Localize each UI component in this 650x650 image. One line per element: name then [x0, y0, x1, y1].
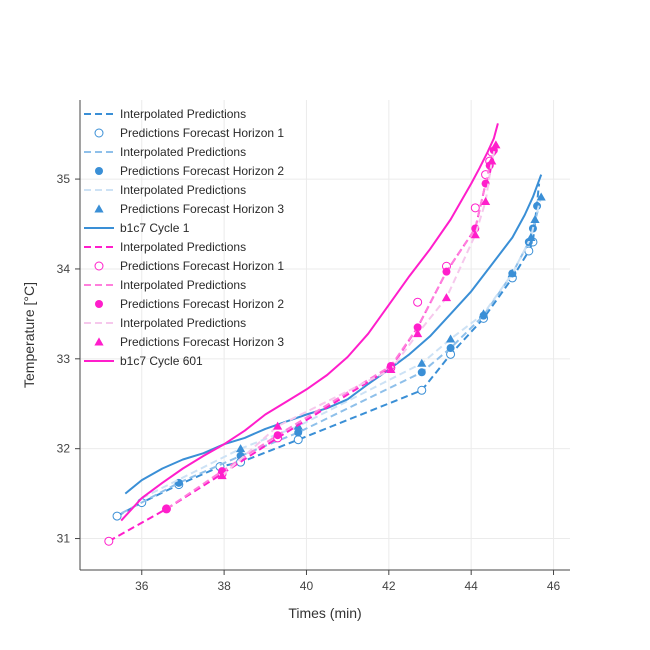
data-point — [526, 232, 536, 241]
legend-item-4: Interpolated Predictions — [84, 183, 246, 197]
series-12 — [217, 140, 501, 480]
data-point — [445, 334, 456, 343]
legend: Interpolated Predictions Predictions Fore… — [84, 107, 284, 368]
legend-label: Interpolated Predictions — [120, 278, 246, 292]
x-tick-label: 40 — [300, 579, 314, 593]
legend-item-10: Predictions Forecast Horizon 2 — [95, 297, 284, 311]
data-point — [104, 536, 114, 546]
axes-layer: 36 38 40 42 44 46 31 32 33 34 35 — [57, 100, 570, 593]
series-13 — [120, 123, 499, 522]
data-point — [413, 329, 423, 338]
series-line — [141, 196, 543, 499]
data-layer — [104, 123, 546, 546]
data-point — [273, 421, 283, 430]
data-point — [491, 140, 501, 149]
legend-label: Interpolated Predictions — [120, 107, 246, 121]
data-point — [536, 192, 546, 201]
series-line — [165, 150, 495, 510]
data-point — [217, 471, 227, 480]
data-point — [273, 431, 282, 440]
legend-label: b1c7 Cycle 601 — [120, 354, 203, 368]
data-point — [112, 511, 122, 521]
data-point — [417, 385, 427, 395]
data-point — [413, 297, 423, 307]
series-line — [124, 174, 543, 495]
legend-item-7: Interpolated Predictions — [84, 240, 246, 254]
y-tick-label: 35 — [57, 172, 71, 186]
legend-label: Interpolated Predictions — [120, 145, 246, 159]
data-point — [413, 323, 422, 332]
data-point — [293, 435, 303, 445]
legend-swatch — [95, 300, 103, 308]
legend-label: Interpolated Predictions — [120, 240, 246, 254]
legend-item-12: Predictions Forecast Horizon 3 — [94, 335, 284, 349]
y-tick-label: 34 — [57, 262, 71, 276]
x-tick-label: 42 — [382, 579, 396, 593]
legend-swatch — [94, 128, 104, 138]
legend-label: Interpolated Predictions — [120, 183, 246, 197]
data-point — [470, 230, 480, 239]
legend-item-13: b1c7 Cycle 601 — [84, 354, 203, 368]
series-4 — [141, 196, 543, 499]
legend-swatch — [94, 204, 104, 213]
data-point — [417, 358, 427, 367]
data-point — [478, 309, 489, 318]
y-tick-label: 32 — [57, 442, 71, 456]
x-tick-label: 36 — [135, 579, 149, 593]
data-point — [386, 364, 396, 374]
series-5 — [235, 192, 546, 453]
data-point — [470, 203, 480, 213]
legend-item-3: Predictions Forecast Horizon 2 — [95, 164, 284, 178]
legend-item-0: Interpolated Predictions — [84, 107, 246, 121]
data-point — [446, 344, 455, 353]
x-tick-label: 44 — [464, 579, 478, 593]
legend-label: Predictions Forecast Horizon 2 — [120, 297, 284, 311]
legend-label: Interpolated Predictions — [120, 316, 246, 330]
legend-label: Predictions Forecast Horizon 1 — [120, 126, 284, 140]
series-6 — [124, 174, 543, 495]
data-point — [441, 293, 452, 302]
legend-item-6: b1c7 Cycle 1 — [84, 221, 190, 235]
data-point — [480, 196, 491, 205]
legend-item-8: Predictions Forecast Horizon 1 — [94, 259, 284, 273]
series-9 — [165, 150, 495, 510]
data-point — [417, 368, 426, 377]
y-tick-label: 31 — [57, 532, 71, 546]
data-point — [294, 428, 303, 437]
data-point — [530, 214, 540, 223]
data-point — [162, 504, 171, 513]
legend-swatch — [95, 167, 103, 175]
legend-item-9: Interpolated Predictions — [84, 278, 246, 292]
legend-label: Predictions Forecast Horizon 1 — [120, 259, 284, 273]
data-point — [442, 267, 451, 276]
legend-label: Predictions Forecast Horizon 3 — [120, 202, 284, 216]
legend-item-1: Predictions Forecast Horizon 1 — [94, 126, 284, 140]
x-tick-label: 38 — [217, 579, 231, 593]
legend-label: Predictions Forecast Horizon 2 — [120, 164, 284, 178]
legend-swatch — [94, 261, 104, 271]
y-axis-title: Temperature [°C] — [21, 282, 37, 388]
data-point — [487, 156, 497, 165]
series-line — [120, 123, 499, 522]
legend-swatch — [94, 337, 104, 346]
x-axis-title: Times (min) — [288, 605, 361, 621]
y-tick-label: 33 — [57, 352, 71, 366]
data-point — [235, 444, 246, 453]
legend-label: b1c7 Cycle 1 — [120, 221, 190, 235]
legend-item-11: Interpolated Predictions — [84, 316, 246, 330]
legend-item-5: Predictions Forecast Horizon 3 — [94, 202, 284, 216]
data-point — [507, 268, 517, 277]
legend-label: Predictions Forecast Horizon 3 — [120, 335, 284, 349]
x-tick-label: 46 — [547, 579, 561, 593]
legend-item-2: Interpolated Predictions — [84, 145, 246, 159]
